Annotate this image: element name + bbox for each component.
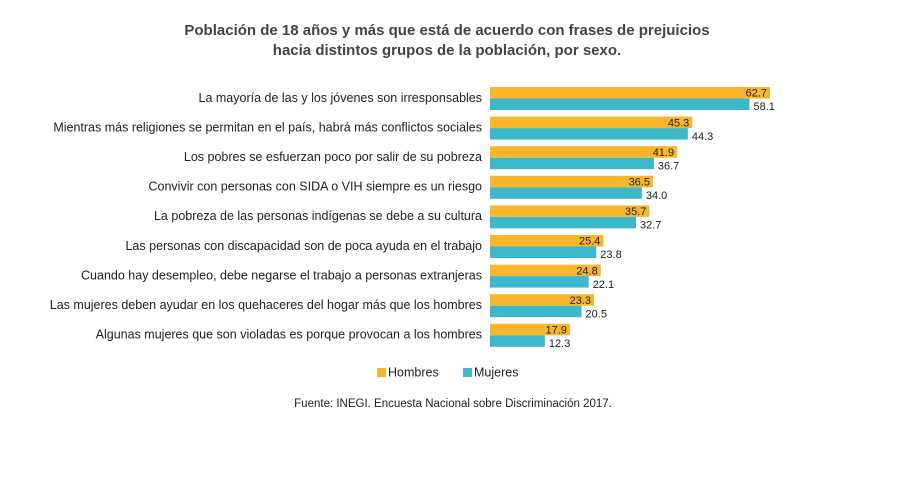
bar xyxy=(490,146,678,158)
value-label: 23.3 xyxy=(570,295,591,307)
chart-subtitle: hacia distintos grupos de la población, … xyxy=(273,42,621,59)
chart-title: Población de 18 años y más que está de a… xyxy=(184,22,709,39)
bar xyxy=(490,264,601,277)
value-label: 24.8 xyxy=(576,265,597,277)
bar xyxy=(490,116,693,129)
category-label: La mayoría de las y los jóvenes son irre… xyxy=(199,91,482,105)
value-label: 45.3 xyxy=(668,117,689,129)
bar xyxy=(490,187,642,199)
value-label: 17.9 xyxy=(546,324,567,336)
legend-swatch xyxy=(377,368,386,377)
bar xyxy=(490,98,750,110)
bar xyxy=(490,323,570,336)
bar xyxy=(490,246,597,258)
category-label: Mientras más religiones se permitan en e… xyxy=(53,120,482,134)
value-label: 35.7 xyxy=(625,206,646,218)
category-label: Convivir con personas con SIDA o VIH sie… xyxy=(149,180,483,194)
value-label: 41.9 xyxy=(653,147,674,159)
value-label: 23.8 xyxy=(600,249,621,261)
bar xyxy=(490,276,589,288)
category-label: Las personas con discapacidad son de poc… xyxy=(125,239,482,253)
value-label: 32.7 xyxy=(640,220,661,232)
bar xyxy=(490,128,688,140)
legend-swatch xyxy=(463,368,472,377)
source: Fuente: INEGI. Encuesta Nacional sobre D… xyxy=(294,398,612,410)
value-label: 34.0 xyxy=(646,190,667,202)
category-label: Algunas mujeres que son violadas es porq… xyxy=(96,328,482,342)
value-label: 36.7 xyxy=(658,160,679,172)
bar xyxy=(490,305,582,318)
category-label: Las mujeres deben ayudar en los quehacer… xyxy=(50,298,482,312)
value-label: 12.3 xyxy=(549,338,570,350)
category-label: La pobreza de las personas indígenas se … xyxy=(154,209,482,223)
value-label: 62.7 xyxy=(746,88,767,100)
bar xyxy=(490,335,545,347)
bar xyxy=(490,87,770,99)
category-label: Cuando hay desempleo, debe negarse el tr… xyxy=(81,268,482,282)
bar xyxy=(490,205,650,217)
bar xyxy=(490,216,637,229)
value-label: 22.1 xyxy=(593,279,614,291)
legend-label: Mujeres xyxy=(474,365,518,379)
value-label: 36.5 xyxy=(629,176,650,188)
bar xyxy=(490,157,654,170)
bar xyxy=(490,294,595,306)
value-label: 20.5 xyxy=(586,308,607,320)
value-label: 25.4 xyxy=(579,236,600,248)
legend-label: Hombres xyxy=(388,365,439,379)
value-label: 58.1 xyxy=(753,101,774,113)
category-label: Los pobres se esfuerzan poco por salir d… xyxy=(184,150,482,164)
value-label: 44.3 xyxy=(692,131,713,143)
bar xyxy=(490,175,653,188)
bar xyxy=(490,235,604,247)
